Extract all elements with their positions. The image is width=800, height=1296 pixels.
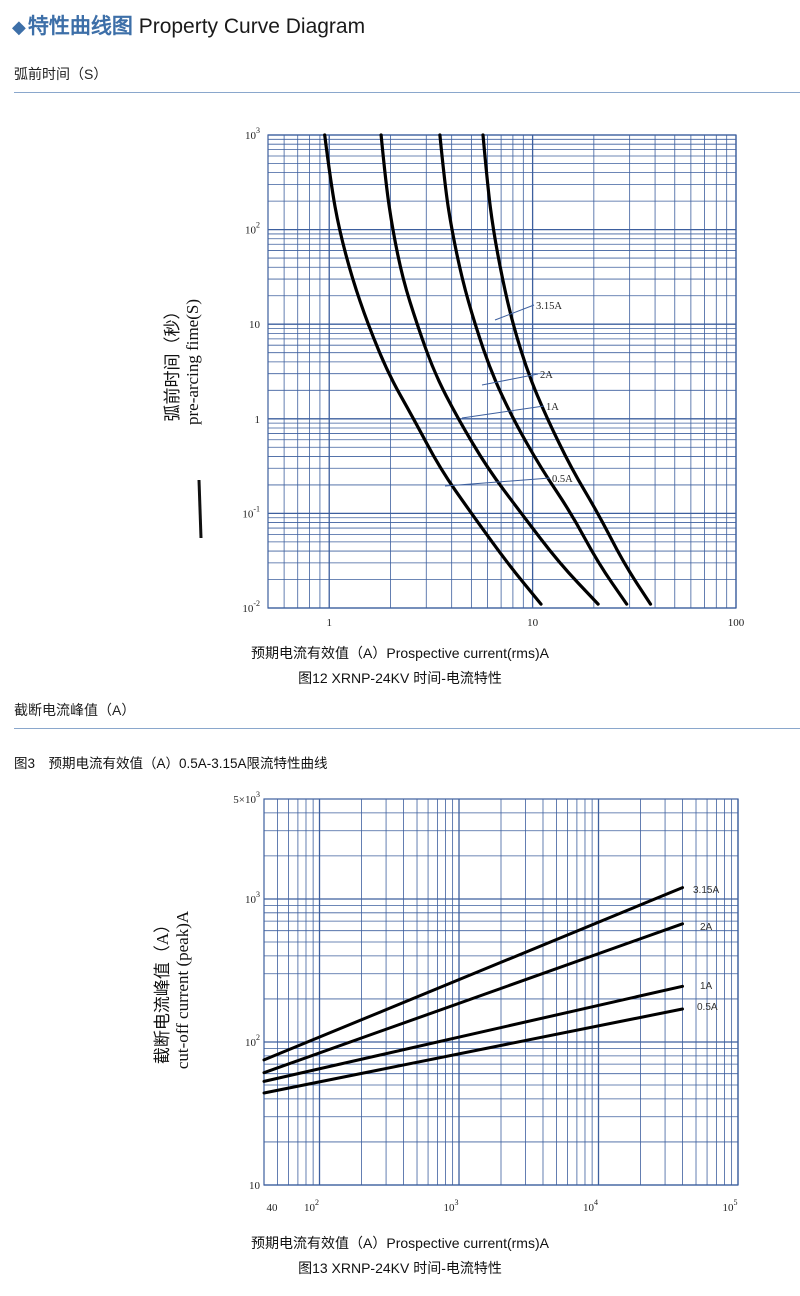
ylabel-bar — [197, 479, 203, 539]
annotation-1A: 1A — [700, 981, 713, 992]
annotation-leader — [444, 477, 551, 487]
tick-label: 40 — [267, 1202, 279, 1214]
tick-label: 5×103 — [233, 790, 260, 806]
fig3-caption: 图3 预期电流有效值（A）0.5A-3.15A限流特性曲线 — [14, 756, 328, 771]
tick-label: 10-1 — [242, 504, 260, 520]
chart2-figure-caption: 图13 XRNP-24KV 时间-电流特性 — [298, 1260, 502, 1276]
tick-label: 103 — [245, 126, 260, 142]
annotation-3.15A: 3.15A — [536, 301, 562, 312]
series-3.15A — [481, 133, 653, 606]
chart1-figure-caption: 图12 XRNP-24KV 时间-电流特性 — [298, 670, 502, 686]
annotation-leader — [494, 304, 535, 321]
tick-label: 102 — [245, 221, 260, 237]
tick-label: 102 — [245, 1033, 260, 1049]
tick-label: 105 — [723, 1198, 738, 1214]
tick-label: 10 — [249, 1180, 261, 1192]
annotation-3.15A: 3.15A — [693, 885, 719, 896]
series-1A — [262, 984, 684, 1083]
tick-label: 10 — [249, 319, 261, 331]
tick-label: 104 — [583, 1198, 598, 1214]
series-2A — [438, 133, 629, 606]
diamond-icon: ◆ — [12, 17, 26, 37]
annotation-1A: 1A — [546, 402, 559, 413]
section2-label: 截断电流峰值（A） — [14, 702, 136, 718]
page-title-en: Property Curve Diagram — [138, 15, 366, 38]
plot-frame — [263, 798, 739, 1186]
series-2A — [262, 922, 684, 1075]
annotation-2A: 2A — [540, 370, 553, 381]
x-tick-label: 100 — [728, 617, 745, 629]
tick-label: 103 — [444, 1198, 459, 1214]
plot-frame — [267, 134, 737, 609]
series-3.15A — [262, 886, 684, 1062]
series-0.5A — [262, 1007, 684, 1095]
annotation-leader — [461, 405, 545, 419]
chart1-ylabel-cn: 弧前时间（秒） — [163, 303, 182, 422]
tick-label: 102 — [304, 1198, 319, 1214]
annotation-0.5A: 0.5A — [697, 1002, 718, 1013]
section1-divider — [14, 92, 800, 93]
chart2-ylabel-cn: 截断电流峰值（A） — [153, 916, 172, 1064]
tick-label: 103 — [245, 890, 260, 906]
section1-label: 弧前时间（S） — [14, 66, 108, 82]
annotation-leader — [481, 373, 539, 386]
chart2-xaxis-caption: 预期电流有效值（A）Prospective current(rms)A — [251, 1235, 549, 1251]
chart1-ylabel-en: pre-arcing fime(S) — [183, 299, 202, 425]
page-title: ◆特性曲线图 Property Curve Diagram — [12, 10, 365, 40]
series-1A — [379, 133, 600, 606]
annotation-2A: 2A — [700, 922, 713, 933]
grid — [267, 134, 737, 609]
page-title-cn: 特性曲线图 — [27, 15, 133, 38]
chart2-ylabel-en: cut-off current (peak)A — [173, 910, 192, 1069]
annotation-0.5A: 0.5A — [552, 474, 573, 485]
x-tick-label: 1 — [326, 617, 332, 629]
section2-divider — [14, 728, 800, 729]
grid — [263, 798, 739, 1186]
x-tick-label: 10 — [527, 617, 539, 629]
tick-label: 10-2 — [242, 599, 260, 615]
cutoff-current-chart: 40 102 103 104 105 5×103 103 102 10 截断电流峰值（A） cut-… — [153, 790, 739, 1214]
series-0.5A — [323, 133, 543, 606]
tick-label: 1 — [255, 414, 261, 426]
chart1-xaxis-caption: 预期电流有效值（A）Prospective current(rms)A — [251, 645, 549, 661]
